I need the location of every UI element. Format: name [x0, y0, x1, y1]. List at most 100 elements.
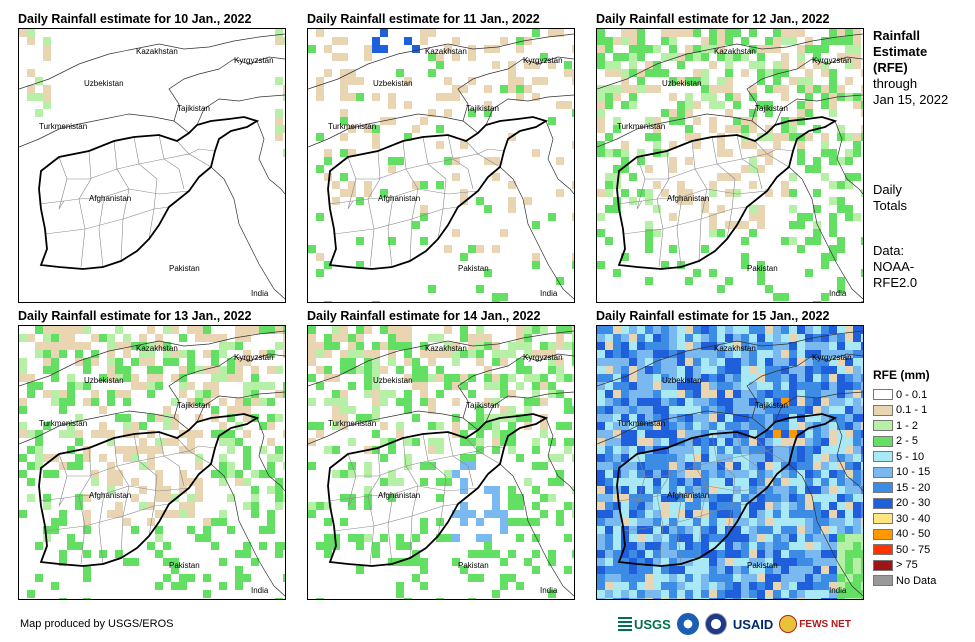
rainfall-cell: [717, 45, 725, 53]
rainfall-cell: [123, 414, 131, 422]
rainfall-cell: [356, 414, 364, 422]
rainfall-cell: [853, 398, 861, 406]
rainfall-cell: [797, 53, 805, 61]
rainfall-cell: [725, 85, 733, 93]
rainfall-cell: [653, 582, 661, 590]
rainfall-cell: [829, 462, 837, 470]
rainfall-cell: [275, 77, 283, 85]
map-label-kazakhstan: Kazakhstan: [136, 344, 178, 353]
rainfall-cell: [725, 574, 733, 582]
rainfall-cell: [717, 574, 725, 582]
rainfall-cell: [51, 398, 59, 406]
rainfall-cell: [179, 446, 187, 454]
rainfall-cell: [693, 494, 701, 502]
rainfall-cell: [613, 502, 621, 510]
rainfall-cell: [805, 350, 813, 358]
map-label-turkmenistan: Turkmenistan: [39, 419, 87, 428]
rainfall-cell: [316, 77, 324, 85]
rainfall-cell: [621, 590, 629, 598]
rainfall-cell: [645, 326, 653, 334]
rainfall-cell: [757, 470, 765, 478]
rainfall-cell: [813, 590, 821, 598]
rainfall-cell: [677, 77, 685, 85]
rainfall-cell: [781, 342, 789, 350]
rainfall-cell: [829, 558, 837, 566]
rainfall-cell: [861, 534, 863, 542]
rainfall-cell: [797, 550, 805, 558]
rainfall-cell: [829, 510, 837, 518]
rainfall-cell: [645, 334, 653, 342]
rainfall-cell: [821, 45, 829, 53]
rainfall-cell: [773, 350, 781, 358]
rainfall-cell: [163, 542, 171, 550]
rainfall-cell: [364, 374, 372, 382]
rainfall-cell: [621, 526, 629, 534]
rainfall-cell: [597, 518, 605, 526]
rainfall-cell: [508, 502, 516, 510]
rainfall-cell: [773, 430, 781, 438]
rainfall-cell: [629, 542, 637, 550]
rainfall-cell: [797, 334, 805, 342]
rainfall-cell: [380, 366, 388, 374]
rainfall-cell: [605, 149, 613, 157]
rainfall-cell: [821, 366, 829, 374]
rainfall-cell: [717, 101, 725, 109]
rainfall-cell: [701, 342, 709, 350]
rainfall-cell: [556, 189, 564, 197]
rainfall-cell: [733, 414, 741, 422]
rainfall-cell: [661, 558, 669, 566]
rainfall-cell: [227, 438, 235, 446]
rainfall-cell: [653, 438, 661, 446]
rainfall-cell: [420, 518, 428, 526]
rainfall-cell: [821, 454, 829, 462]
rainfall-cell: [741, 526, 749, 534]
rainfall-cell: [340, 37, 348, 45]
rainfall-cell: [484, 342, 492, 350]
map-svg: KazakhstanKyrgyzstanUzbekistanTajikistan…: [19, 326, 285, 599]
rainfall-cell: [613, 462, 621, 470]
rainfall-cell: [492, 502, 500, 510]
rainfall-cell: [725, 526, 733, 534]
rainfall-cell: [709, 558, 717, 566]
rainfall-cell: [243, 446, 251, 454]
rainfall-cell: [267, 422, 275, 430]
map-panel: Daily Rainfall estimate for 11 Jan., 202…: [307, 12, 595, 307]
rainfall-cell: [789, 470, 797, 478]
rainfall-cell: [765, 598, 773, 599]
rainfall-cell: [219, 558, 227, 566]
rainfall-cell: [781, 422, 789, 430]
rainfall-cell: [661, 574, 669, 582]
rainfall-cell: [773, 29, 781, 37]
rainfall-cell: [797, 29, 805, 37]
map-panel: Daily Rainfall estimate for 15 Jan., 202…: [596, 309, 884, 604]
country-border: [256, 417, 285, 492]
rainfall-cell: [797, 502, 805, 510]
rainfall-cell: [372, 542, 380, 550]
title-line: (RFE): [873, 60, 908, 75]
rainfall-cell: [364, 534, 372, 542]
province-boundary: [636, 475, 646, 507]
rainfall-cell: [412, 181, 420, 189]
rainfall-cell: [717, 326, 725, 334]
rainfall-cell: [685, 342, 693, 350]
rainfall-cell: [781, 406, 789, 414]
legend-label: 20 - 30: [896, 497, 931, 510]
rainfall-cell: [725, 534, 733, 542]
rainfall-cell: [484, 382, 492, 390]
rainfall-cell: [637, 45, 645, 53]
rainfall-cell: [621, 422, 629, 430]
rainfall-cell: [701, 366, 709, 374]
rainfall-cell: [797, 438, 805, 446]
rainfall-cell: [677, 29, 685, 37]
rainfall-cell: [283, 462, 285, 470]
rainfall-cell: [348, 462, 356, 470]
usgs-logo-text: USGS: [634, 616, 671, 632]
rainfall-cell: [757, 494, 765, 502]
rainfall-cell: [757, 358, 765, 366]
rainfall-cell: [637, 414, 645, 422]
rainfall-cell: [155, 438, 163, 446]
rainfall-cell: [43, 342, 51, 350]
rainfall-cell: [725, 350, 733, 358]
rainfall-cell: [107, 358, 115, 366]
rainfall-cell: [492, 61, 500, 69]
